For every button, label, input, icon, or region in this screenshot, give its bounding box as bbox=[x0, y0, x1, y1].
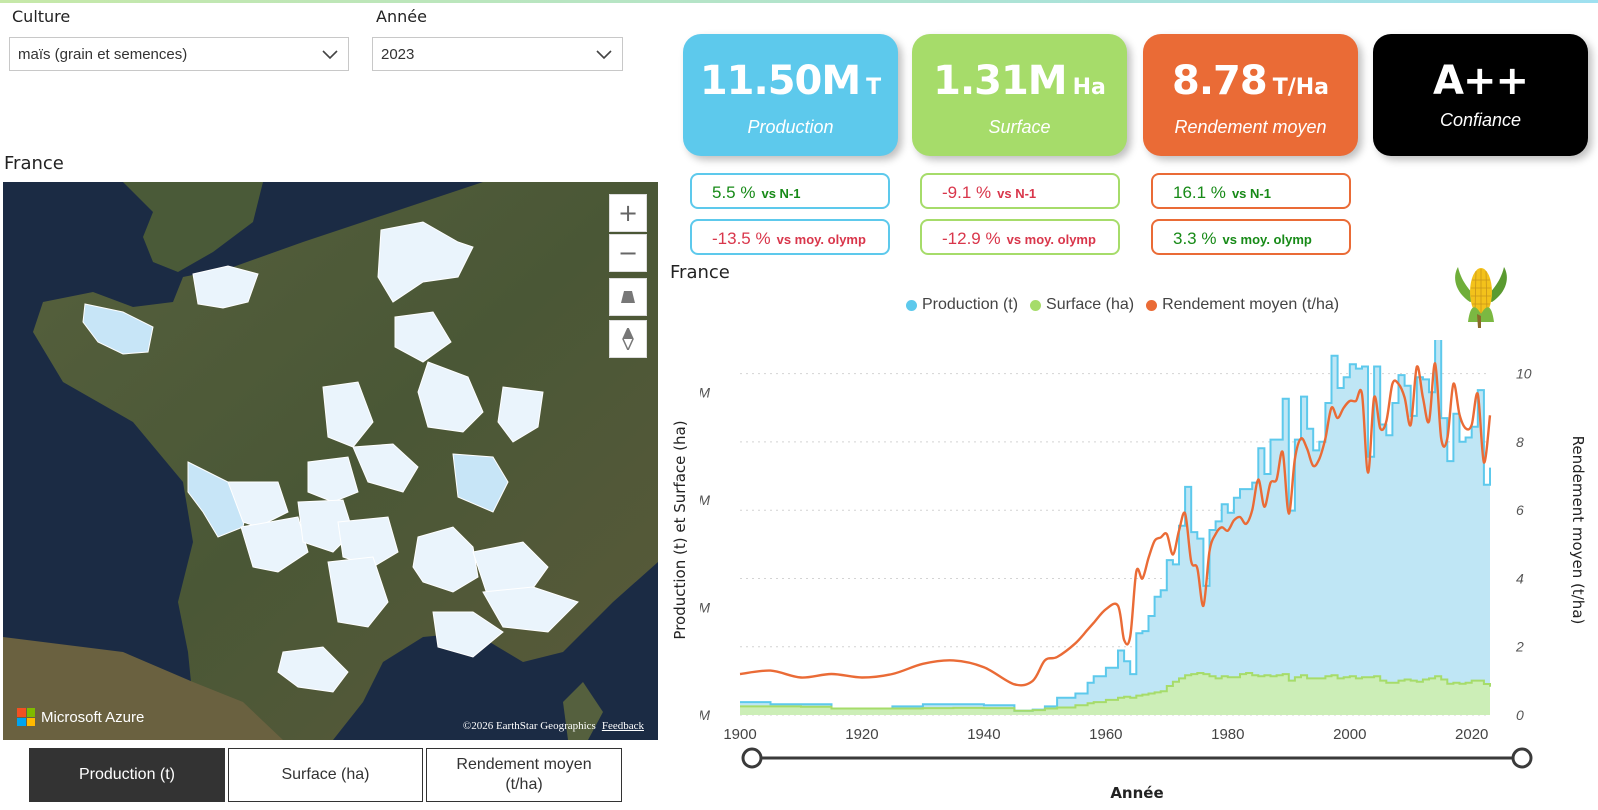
delta-value: 5.5 % bbox=[712, 183, 756, 202]
delta-production-n1: 5.5 % vs N-1 bbox=[690, 173, 890, 209]
kpi-confiance-value: A++ bbox=[1433, 58, 1529, 104]
legend-dot bbox=[906, 299, 917, 311]
y-tick-label: 10M bbox=[700, 492, 710, 508]
delta-production-olymp: -13.5 % vs moy. olymp bbox=[690, 219, 890, 255]
series-area-production bbox=[740, 340, 1490, 715]
delta-value: 16.1 % bbox=[1173, 183, 1226, 202]
annee-label: Année bbox=[376, 7, 427, 26]
kpi-surface-unit: Ha bbox=[1072, 75, 1106, 100]
legend-label: Rendement moyen (t/ha) bbox=[1162, 296, 1340, 313]
chart-title: France bbox=[670, 262, 730, 283]
delta-value: 3.3 % bbox=[1173, 229, 1217, 248]
delta-suffix: vs N-1 bbox=[761, 186, 801, 201]
y2-tick-label: 10 bbox=[1516, 366, 1532, 382]
microsoft-logo-icon bbox=[17, 708, 35, 726]
y-tick-label: 5M bbox=[700, 599, 710, 615]
delta-value: -13.5 % bbox=[712, 229, 771, 248]
legend-dot bbox=[1146, 299, 1158, 311]
map-attribution: ©2026 EarthStar Geographics Feedback bbox=[463, 720, 644, 732]
delta-value: -12.9 % bbox=[942, 229, 1001, 248]
compass-icon bbox=[622, 328, 634, 350]
x-tick-label: 1960 bbox=[1089, 726, 1122, 743]
kpi-surface-value: 1.31M bbox=[933, 58, 1067, 104]
x-tick-label: 1980 bbox=[1211, 726, 1244, 743]
series-area-surface bbox=[740, 673, 1490, 715]
legend-label: Surface (ha) bbox=[1046, 296, 1135, 313]
y-tick-label: 15M bbox=[700, 384, 710, 400]
chart-legend: Production (t) Surface (ha) Rendement mo… bbox=[906, 296, 1339, 314]
tilt-icon bbox=[621, 291, 635, 303]
delta-suffix: vs N-1 bbox=[997, 186, 1037, 201]
range-slider-start-handle[interactable] bbox=[741, 747, 763, 769]
corn-icon bbox=[1455, 267, 1507, 328]
delta-rendement-n1: 16.1 % vs N-1 bbox=[1151, 173, 1351, 209]
x-tick-label: 2000 bbox=[1333, 726, 1366, 743]
annee-dropdown[interactable]: 2023 bbox=[372, 37, 623, 71]
kpi-rendement-value: 8.78 bbox=[1171, 58, 1268, 104]
kpi-production-unit: T bbox=[866, 75, 882, 100]
series-line-production bbox=[740, 340, 1491, 712]
kpi-rendement-unit: T/Ha bbox=[1272, 75, 1329, 100]
measure-button-rendement[interactable]: Rendement moyen (t/ha) bbox=[426, 748, 622, 802]
x-tick-label: 1900 bbox=[723, 726, 756, 743]
compass-button[interactable] bbox=[609, 320, 647, 358]
culture-value: maïs (grain et semences) bbox=[18, 45, 188, 63]
delta-surface-n1: -9.1 % vs N-1 bbox=[920, 173, 1120, 209]
legend-item-surface[interactable]: Surface (ha) bbox=[1030, 296, 1134, 314]
microsoft-azure-brand: Microsoft Azure bbox=[17, 708, 144, 726]
france-map[interactable]: + − Microsoft Azure ©2026 EarthStar Geog… bbox=[3, 182, 658, 740]
kpi-production-card: 11.50M T Production bbox=[683, 34, 898, 156]
y-axis-label: Production (t) et Surface (ha) bbox=[671, 420, 689, 640]
legend-item-rendement[interactable]: Rendement moyen (t/ha) bbox=[1146, 296, 1339, 314]
y2-tick-label: 2 bbox=[1515, 639, 1524, 655]
kpi-production-label: Production bbox=[747, 117, 834, 137]
y-tick-label: 0M bbox=[700, 707, 710, 723]
delta-suffix: vs moy. olymp bbox=[1222, 232, 1312, 247]
delta-rendement-olymp: 3.3 % vs moy. olymp bbox=[1151, 219, 1351, 255]
kpi-rendement-label: Rendement moyen bbox=[1174, 117, 1327, 137]
series-line-rendement bbox=[739, 362, 1492, 687]
top-accent-line bbox=[0, 0, 1598, 3]
kpi-surface-card: 1.31M Ha Surface bbox=[912, 34, 1127, 156]
zoom-in-button[interactable]: + bbox=[609, 194, 647, 232]
delta-suffix: vs N-1 bbox=[1231, 186, 1271, 201]
legend-item-production[interactable]: Production (t) bbox=[906, 296, 1018, 314]
culture-dropdown[interactable]: maïs (grain et semences) bbox=[9, 37, 349, 71]
brand-text: Microsoft Azure bbox=[41, 708, 145, 726]
y2-tick-label: 0 bbox=[1516, 707, 1524, 723]
kpi-production-value: 11.50M bbox=[699, 58, 861, 104]
production-chart[interactable]: 0M 5M 10M 15M 0 2 4 6 8 10 1900 1920 1940 1960 1980 2… bbox=[700, 340, 1580, 810]
chevron-down-icon bbox=[322, 50, 338, 60]
measure-button-surface[interactable]: Surface (ha) bbox=[228, 748, 423, 802]
kpi-confiance-card: A++ Confiance bbox=[1373, 34, 1588, 156]
feedback-link[interactable]: Feedback bbox=[601, 720, 644, 732]
series-line-surface bbox=[740, 672, 1491, 712]
delta-suffix: vs moy. olymp bbox=[776, 232, 866, 247]
y2-tick-label: 8 bbox=[1516, 434, 1524, 450]
tilt-button[interactable] bbox=[609, 278, 647, 316]
zoom-out-button[interactable]: − bbox=[609, 234, 647, 272]
legend-dot bbox=[1030, 299, 1042, 311]
y2-tick-label: 6 bbox=[1516, 502, 1524, 518]
x-tick-label: 1920 bbox=[845, 726, 878, 743]
kpi-rendement-card: 8.78 T/Ha Rendement moyen bbox=[1143, 34, 1358, 156]
legend-label: Production (t) bbox=[922, 296, 1019, 313]
measure-button-production[interactable]: Production (t) bbox=[29, 748, 225, 802]
culture-label: Culture bbox=[12, 7, 71, 26]
x-axis-label: Année bbox=[1110, 784, 1163, 802]
annee-value: 2023 bbox=[381, 45, 415, 63]
y2-tick-label: 4 bbox=[1516, 570, 1524, 586]
x-tick-label: 2020 bbox=[1455, 726, 1488, 743]
satellite-map-canvas[interactable] bbox=[3, 182, 658, 740]
kpi-surface-label: Surface bbox=[988, 117, 1051, 137]
x-tick-label: 1940 bbox=[967, 726, 1000, 743]
range-slider-end-handle[interactable] bbox=[1511, 747, 1533, 769]
delta-surface-olymp: -12.9 % vs moy. olymp bbox=[920, 219, 1120, 255]
copyright-text: ©2026 EarthStar Geographics bbox=[462, 720, 596, 732]
kpi-confiance-label: Confiance bbox=[1439, 110, 1522, 130]
delta-suffix: vs moy. olymp bbox=[1006, 232, 1096, 247]
delta-value: -9.1 % bbox=[942, 183, 992, 202]
map-title: France bbox=[4, 153, 64, 174]
chevron-down-icon bbox=[596, 50, 612, 60]
